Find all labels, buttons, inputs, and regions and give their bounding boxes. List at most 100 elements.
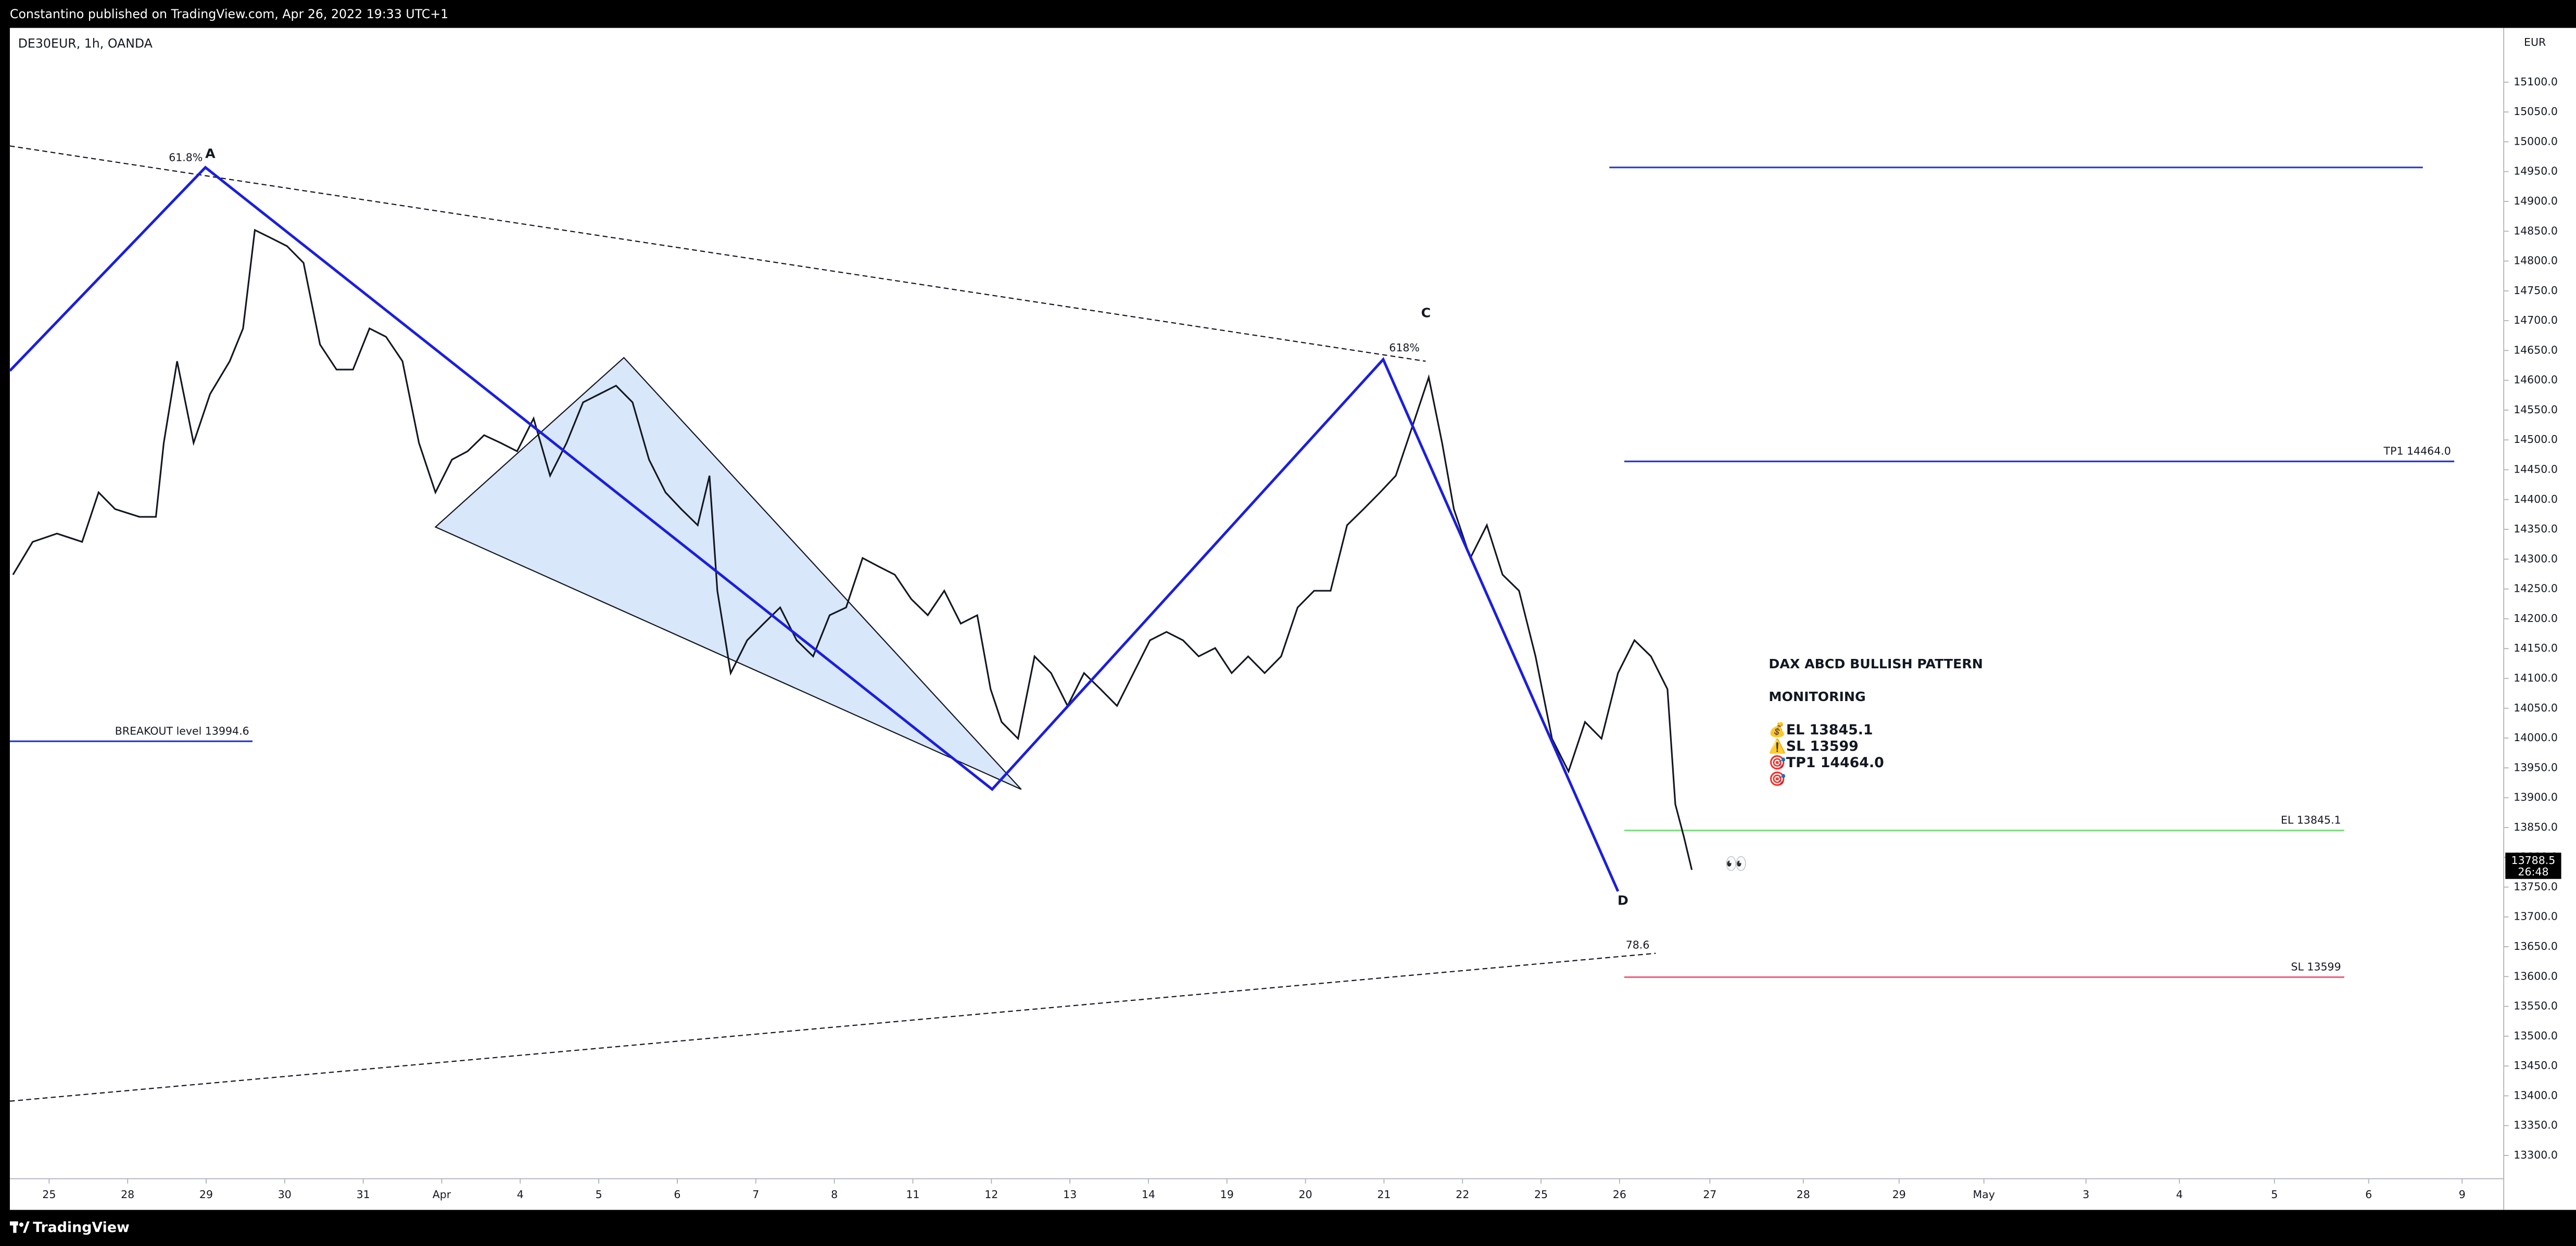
logo (9, 1221, 30, 1233)
y-tick-label: 14200.0 (2514, 612, 2558, 625)
pattern-label: A (205, 146, 216, 161)
x-tick-label: 12 (984, 1188, 998, 1201)
x-tick-label: 3 (2082, 1188, 2089, 1201)
note-line: MONITORING (1769, 689, 1865, 704)
y-tick-label: 13700.0 (2514, 910, 2558, 923)
y-tick-label: 14600.0 (2514, 374, 2558, 386)
x-tick-label: 13 (1063, 1188, 1077, 1201)
x-tick-label: 25 (42, 1188, 56, 1201)
last-price-box (2505, 853, 2561, 879)
note-line: ⚠️SL 13599 (1769, 738, 1858, 754)
note-line: DAX ABCD BULLISH PATTERN (1769, 656, 1982, 671)
x-tick-label: 22 (1456, 1188, 1469, 1201)
y-tick-label: 14750.0 (2514, 284, 2558, 297)
brand: TradingView (33, 1219, 130, 1236)
x-tick-label: 29 (1892, 1188, 1906, 1201)
x-tick-label: 26 (1613, 1188, 1626, 1201)
x-tick-label: 28 (1797, 1188, 1810, 1201)
y-tick-label: 14300.0 (2514, 552, 2558, 565)
x-tick-label: 20 (1299, 1188, 1312, 1201)
y-tick-label: 14100.0 (2514, 672, 2558, 684)
currency: EUR (2524, 36, 2546, 48)
y-tick-label: 13300.0 (2514, 1149, 2558, 1161)
y-tick-label: 13500.0 (2514, 1029, 2558, 1042)
emoji: 👀 (1725, 854, 1747, 874)
x-tick-label: 19 (1220, 1188, 1234, 1201)
x-tick-label: 8 (831, 1188, 838, 1201)
y-tick-label: 14350.0 (2514, 523, 2558, 535)
y-tick-label: 13600.0 (2514, 970, 2558, 982)
y-tick-label: 13900.0 (2514, 791, 2558, 804)
note-line: 💰EL 13845.1 (1769, 721, 1873, 738)
countdown: 26:48 (2518, 866, 2548, 878)
y-tick-label: 13350.0 (2514, 1119, 2558, 1131)
x-tick-label: 6 (674, 1188, 680, 1201)
note-line: 🎯 (1769, 771, 1786, 787)
y-tick-label: 13400.0 (2514, 1089, 2558, 1101)
x-tick-label: Apr (433, 1188, 451, 1201)
x-tick-label: 9 (2459, 1188, 2466, 1201)
x-tick-label: 30 (278, 1188, 292, 1201)
y-tick-label: 13850.0 (2514, 821, 2558, 833)
x-tick-label: 31 (357, 1188, 370, 1201)
y-tick-label: 14900.0 (2514, 195, 2558, 207)
y-tick-label: 14800.0 (2514, 255, 2558, 267)
y-tick-label: 13950.0 (2514, 761, 2558, 773)
y-tick-label: 13750.0 (2514, 880, 2558, 893)
x-tick-label: 5 (596, 1188, 602, 1201)
y-tick-label: 15100.0 (2514, 75, 2558, 88)
x-tick-label: 28 (121, 1188, 134, 1201)
price-axis (2504, 28, 2576, 1210)
x-tick-label: 11 (906, 1188, 919, 1201)
level-label: BREAKOUT level 13994.6 (115, 724, 249, 737)
y-tick-label: 13650.0 (2514, 940, 2558, 952)
y-tick-label: 14150.0 (2514, 642, 2558, 654)
y-tick-label: 14650.0 (2514, 344, 2558, 356)
x-tick-label: 27 (1703, 1188, 1716, 1201)
fib-label: 618% (1389, 341, 1420, 354)
level-label: EL 13845.1 (2281, 814, 2341, 827)
y-tick-label: 14850.0 (2514, 224, 2558, 237)
x-tick-label: 14 (1142, 1188, 1155, 1201)
last-price: 13788.5 (2511, 854, 2556, 867)
y-tick-label: 15000.0 (2514, 135, 2558, 147)
y-tick-label: 15050.0 (2514, 105, 2558, 118)
x-tick-label: 29 (199, 1188, 213, 1201)
x-tick-label: 25 (1534, 1188, 1548, 1201)
y-tick-label: 14000.0 (2514, 731, 2558, 744)
pattern-label: C (1421, 305, 1431, 320)
y-tick-label: 14400.0 (2514, 493, 2558, 505)
pattern-label: D (1618, 893, 1628, 908)
y-tick-label: 14250.0 (2514, 582, 2558, 595)
publisher: Constantino published on TradingView.com… (10, 7, 448, 21)
dashed-trendline (9, 952, 1656, 1102)
level-label: TP1 14464.0 (2383, 445, 2451, 457)
plot: TP1 14464.0 EL 13845.1 SL 13599 BREAKOUT le… (9, 145, 2455, 1102)
dashed-trendline (9, 145, 1426, 362)
x-tick-label: May (1973, 1188, 1994, 1201)
level-label: SL 13599 (2291, 961, 2341, 973)
y-tick-label: 14700.0 (2514, 314, 2558, 326)
symbol: DE30EUR, 1h, OANDA (18, 36, 153, 51)
y-tick-label: 14950.0 (2514, 165, 2558, 177)
fib-label: 78.6 (1626, 939, 1650, 951)
x-tick-label: 7 (752, 1188, 759, 1201)
x-tick-label: 4 (2176, 1188, 2183, 1201)
price-line (12, 228, 1693, 870)
y-tick-label: 14550.0 (2514, 403, 2558, 416)
x-tick-label: 21 (1377, 1188, 1391, 1201)
y-tick-label: 14450.0 (2514, 463, 2558, 476)
time-axis (9, 1178, 2504, 1210)
y-tick-label: 13450.0 (2514, 1059, 2558, 1072)
x-tick-label: 4 (517, 1188, 524, 1201)
plot-area (9, 28, 2504, 1179)
abcd-pattern (9, 166, 1620, 892)
y-tick-label: 14050.0 (2514, 702, 2558, 714)
x-tick-label: 5 (2271, 1188, 2278, 1201)
fib-label: 61.8% (169, 151, 203, 163)
note-line: 🎯TP1 14464.0 (1769, 755, 1884, 771)
y-tick-label: 14500.0 (2514, 433, 2558, 446)
y-tick-label: 13550.0 (2514, 1000, 2558, 1012)
